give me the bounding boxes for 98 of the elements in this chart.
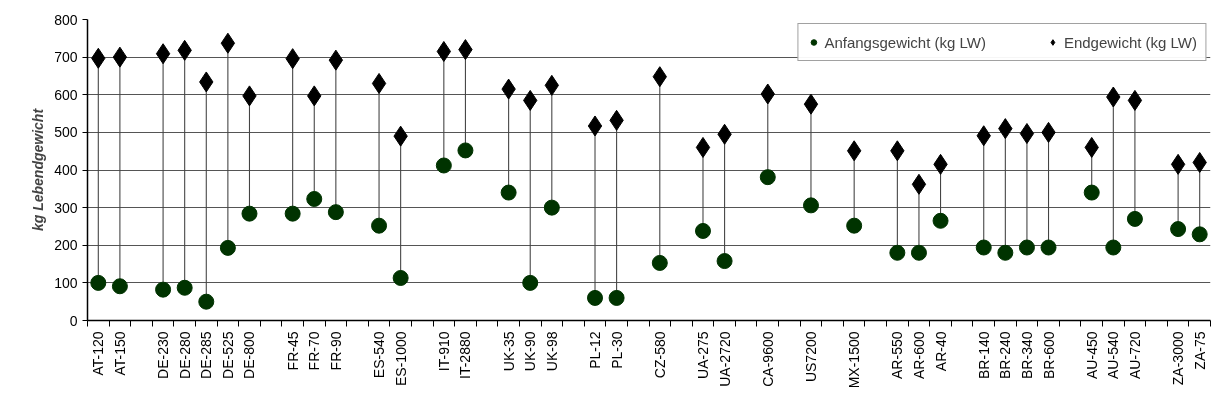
point bbox=[846, 217, 863, 234]
x-tick-label: ZA-3000 bbox=[1170, 331, 1187, 386]
x-tick-label: CZ-580 bbox=[651, 331, 668, 379]
x-tick-label: IT-910 bbox=[435, 331, 452, 372]
x-tick-label: DE-280 bbox=[176, 331, 193, 379]
point bbox=[910, 244, 927, 261]
point bbox=[457, 142, 474, 159]
x-tick-label: BR-600 bbox=[1040, 331, 1057, 379]
x-tick-label: AU-720 bbox=[1126, 331, 1143, 379]
point bbox=[695, 136, 711, 158]
point bbox=[1105, 239, 1122, 256]
point bbox=[1127, 89, 1143, 111]
x-tick-label: DE-230 bbox=[155, 331, 172, 379]
point bbox=[220, 32, 236, 54]
point bbox=[1040, 239, 1057, 256]
point bbox=[651, 254, 668, 271]
point bbox=[328, 49, 344, 71]
y-tick-label: 600 bbox=[54, 86, 78, 103]
point bbox=[932, 212, 949, 229]
point bbox=[306, 190, 323, 207]
x-tick-label: MX-1500 bbox=[846, 331, 863, 389]
x-tick-label: UK-35 bbox=[500, 331, 517, 372]
x-tick-label: BR-240 bbox=[997, 331, 1014, 379]
point bbox=[241, 205, 258, 222]
x-tick-label: AT-120 bbox=[90, 331, 107, 376]
point bbox=[716, 253, 733, 270]
point bbox=[435, 157, 452, 174]
x-tick-label: PL-12 bbox=[587, 331, 604, 369]
y-tick-label: 400 bbox=[54, 162, 78, 178]
point bbox=[522, 274, 539, 291]
y-tick-label: 300 bbox=[54, 199, 78, 216]
x-tick-label: CA-9600 bbox=[759, 331, 776, 387]
point bbox=[759, 169, 776, 186]
y-axis-title: kg Lebendgewicht bbox=[30, 107, 47, 232]
point bbox=[500, 184, 517, 201]
x-tick-label: DE-800 bbox=[241, 331, 258, 379]
x-tick-label: FR-90 bbox=[327, 331, 344, 371]
x-tick-label: DE-525 bbox=[219, 331, 236, 379]
y-tick-label: 200 bbox=[54, 237, 78, 254]
x-tick-label: ES-1000 bbox=[392, 331, 409, 386]
point bbox=[1191, 226, 1208, 243]
point bbox=[371, 217, 388, 234]
point bbox=[608, 289, 625, 306]
x-tick-label: IT-2880 bbox=[457, 331, 474, 379]
y-tick-label: 0 bbox=[69, 312, 78, 329]
point bbox=[155, 281, 172, 298]
x-tick-label: ES-540 bbox=[371, 331, 388, 379]
x-tick-label: BR-140 bbox=[975, 331, 992, 379]
y-tick-label: 500 bbox=[54, 124, 78, 141]
point bbox=[1083, 184, 1100, 201]
x-tick-label: BR-340 bbox=[1018, 331, 1035, 379]
point bbox=[911, 173, 927, 195]
legend-label: Anfangsgewicht (kg LW) bbox=[824, 33, 986, 51]
point bbox=[1126, 210, 1143, 227]
legend-label: Endgewicht (kg LW) bbox=[1063, 33, 1197, 51]
point bbox=[587, 289, 604, 306]
point bbox=[327, 204, 344, 221]
point bbox=[694, 222, 711, 239]
x-tick-label: ZA-75 bbox=[1191, 331, 1208, 370]
x-tick-label: AR-600 bbox=[910, 331, 927, 379]
y-tick-label: 100 bbox=[54, 274, 78, 291]
x-tick-label: AR-40 bbox=[932, 331, 949, 372]
point bbox=[803, 93, 819, 115]
point bbox=[284, 205, 301, 222]
point bbox=[1019, 123, 1035, 144]
point bbox=[1018, 239, 1035, 256]
x-tick-label: UA-275 bbox=[694, 331, 711, 379]
x-tick-label: DE-285 bbox=[198, 331, 215, 379]
y-tick-label: 800 bbox=[54, 11, 78, 28]
point bbox=[219, 239, 236, 256]
point bbox=[997, 244, 1014, 261]
point bbox=[1170, 221, 1187, 238]
point bbox=[392, 270, 409, 286]
point bbox=[198, 293, 215, 310]
x-tick-label: US7200 bbox=[802, 331, 819, 383]
point bbox=[155, 43, 171, 65]
x-tick-label: PL-30 bbox=[608, 331, 625, 369]
point bbox=[90, 274, 107, 291]
point bbox=[587, 115, 603, 137]
point bbox=[111, 278, 128, 295]
point bbox=[802, 197, 819, 214]
x-tick-label: AU-540 bbox=[1105, 331, 1122, 379]
y-tick-label: 700 bbox=[54, 49, 78, 66]
point bbox=[176, 279, 193, 296]
point bbox=[112, 46, 128, 68]
x-tick-label: UA-2720 bbox=[716, 331, 733, 387]
x-tick-label: UK-98 bbox=[543, 331, 560, 372]
x-tick-label: FR-70 bbox=[306, 331, 323, 371]
x-tick-label: AU-450 bbox=[1083, 331, 1100, 379]
point bbox=[889, 244, 906, 261]
point bbox=[1170, 153, 1186, 175]
x-tick-label: FR-45 bbox=[284, 331, 301, 371]
point bbox=[371, 72, 387, 94]
x-tick-label: AT-150 bbox=[111, 331, 128, 376]
x-tick-label: AR-550 bbox=[889, 331, 906, 379]
point bbox=[543, 199, 560, 216]
point bbox=[975, 239, 992, 256]
x-tick-label: UK-90 bbox=[522, 331, 539, 372]
